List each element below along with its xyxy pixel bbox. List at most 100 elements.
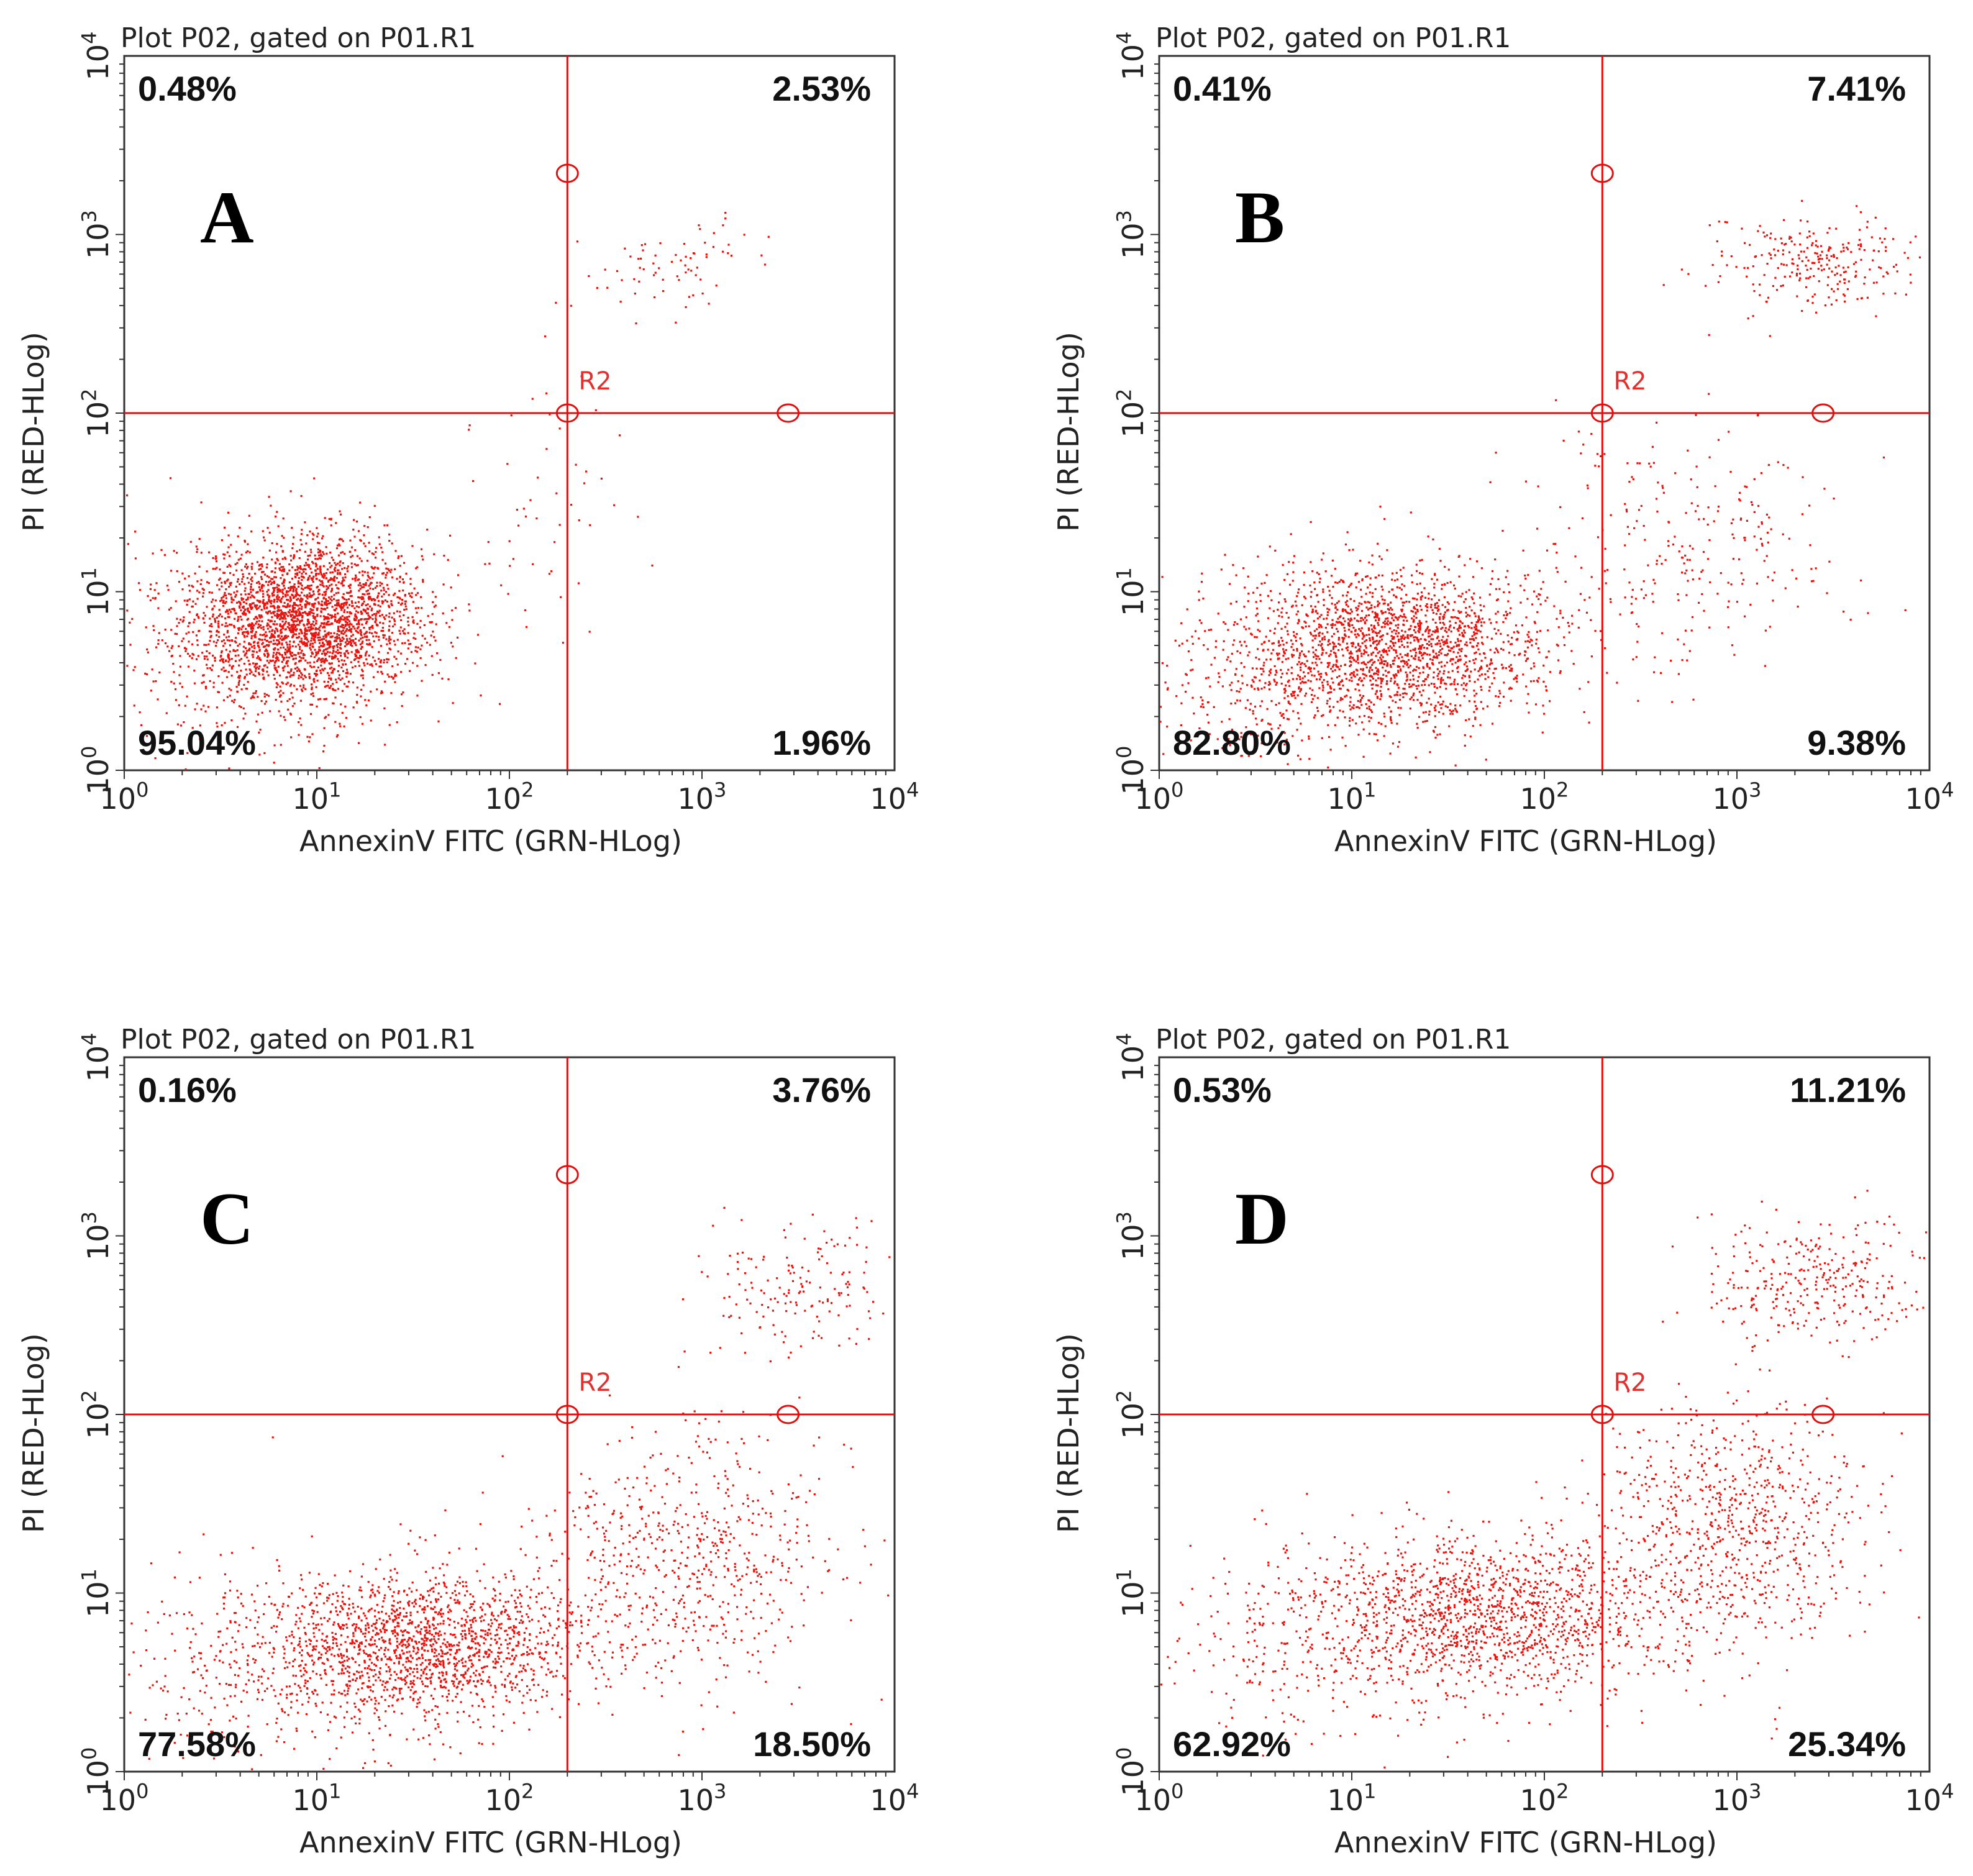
data-point [260, 627, 263, 629]
data-point [230, 667, 233, 670]
data-point [417, 646, 419, 649]
data-point [335, 640, 338, 642]
data-point [285, 634, 287, 637]
data-point [311, 688, 313, 690]
data-point [342, 632, 345, 635]
data-point [178, 581, 181, 583]
data-point [234, 617, 236, 620]
data-point [336, 604, 339, 607]
data-point [1503, 591, 1505, 593]
data-point [1401, 660, 1404, 662]
data-point [312, 645, 314, 648]
data-point [273, 576, 276, 578]
data-point [320, 580, 322, 583]
data-point [339, 616, 342, 619]
data-point [701, 292, 704, 295]
data-point [1449, 641, 1452, 644]
data-point [1194, 630, 1197, 632]
gate-handle[interactable] [555, 163, 579, 183]
data-point [456, 636, 459, 639]
data-point [276, 613, 278, 616]
data-point [1314, 653, 1316, 656]
data-point [1370, 604, 1373, 607]
data-point [1309, 631, 1312, 634]
data-point [1326, 608, 1329, 610]
data-point [390, 675, 393, 678]
data-point [309, 611, 312, 613]
data-point [1481, 636, 1483, 639]
data-point [604, 268, 606, 271]
data-point [337, 612, 339, 615]
data-point [245, 688, 248, 690]
data-point [364, 654, 367, 657]
data-point [250, 568, 253, 570]
data-point [1324, 570, 1327, 573]
data-point [1460, 595, 1462, 598]
data-point [1438, 711, 1441, 713]
data-point [558, 427, 561, 430]
data-point [265, 634, 268, 637]
data-point [238, 705, 241, 708]
data-point [1419, 647, 1421, 649]
data-point [370, 566, 373, 568]
data-point [363, 609, 365, 612]
data-point [1443, 614, 1446, 616]
data-point [252, 602, 255, 604]
data-point [268, 531, 271, 534]
data-point [1457, 666, 1459, 668]
gate-handle[interactable] [555, 403, 579, 423]
data-point [317, 593, 320, 596]
data-point [1365, 634, 1368, 636]
data-point [1442, 700, 1444, 703]
data-point [312, 627, 314, 630]
data-point [247, 609, 249, 612]
data-point [258, 639, 262, 641]
data-point [1378, 617, 1380, 620]
data-point [357, 601, 360, 603]
data-point [1542, 704, 1544, 707]
data-point [1439, 560, 1442, 562]
data-point [228, 608, 230, 611]
data-point [382, 630, 385, 632]
data-point [1311, 646, 1314, 649]
data-point [1390, 622, 1393, 624]
data-point [377, 567, 380, 570]
data-point [308, 566, 310, 568]
data-point [1392, 649, 1395, 651]
data-point [305, 612, 308, 615]
data-point [1359, 645, 1362, 648]
data-point [170, 570, 173, 572]
data-point [281, 535, 283, 537]
data-point [375, 612, 378, 615]
data-point [1526, 640, 1529, 642]
data-point [1344, 601, 1347, 604]
gate-handle[interactable] [777, 403, 800, 423]
data-point [1372, 651, 1375, 653]
data-point [1413, 657, 1415, 660]
data-point [1505, 667, 1507, 670]
data-point [1400, 707, 1402, 709]
data-point [297, 604, 299, 607]
data-point [1237, 680, 1239, 683]
data-point [255, 651, 258, 653]
data-point [1491, 682, 1493, 685]
quadrant-gate-r2[interactable]: R2 [124, 56, 895, 770]
data-point [284, 637, 286, 639]
data-point [405, 608, 408, 611]
data-point [1509, 686, 1511, 689]
data-point [371, 645, 373, 649]
data-point [1505, 617, 1507, 619]
data-point [1257, 629, 1259, 631]
data-point [248, 623, 251, 626]
data-point [349, 611, 351, 614]
data-point [297, 593, 299, 596]
data-point [330, 524, 332, 527]
data-point [1397, 684, 1399, 686]
data-point [1200, 581, 1203, 583]
data-point [263, 654, 266, 657]
data-point [1533, 680, 1535, 682]
data-point [303, 686, 305, 689]
data-point [1513, 678, 1515, 680]
data-point [211, 608, 214, 611]
data-point [1371, 669, 1374, 672]
